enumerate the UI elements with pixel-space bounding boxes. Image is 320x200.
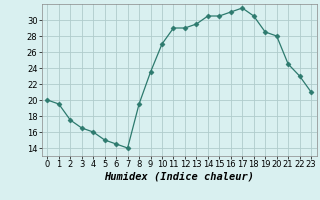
X-axis label: Humidex (Indice chaleur): Humidex (Indice chaleur) [104,172,254,182]
